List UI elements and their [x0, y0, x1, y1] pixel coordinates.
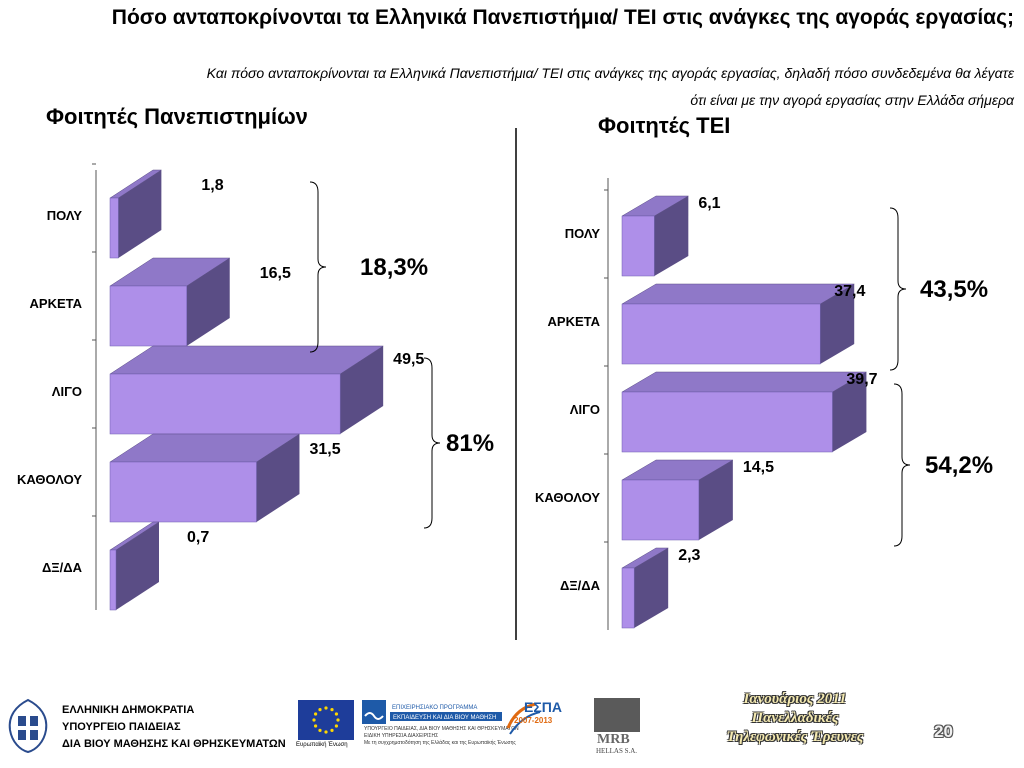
ep-caption: ΥΠΟΥΡΓΕΙΟ ΠΑΙΔΕΙΑΣ, ΔΙΑ ΒΙΟΥ ΜΑΘΗΣΗΣ ΚΑΙ…	[364, 726, 519, 747]
tei-chart: ΠΟΛΥ 6,1 ΑΡΚΕΤΑ 37,4 ΛΙΓΟ 39,7 ΚΑΘΟΛΟΥ 14,5 ΔΞ/Δ…	[535, 178, 993, 630]
group-total-label: 81%	[446, 430, 494, 457]
value-label: 31,5	[309, 441, 340, 458]
ep-caption-line-3: Με τη συγχρηματοδότηση της Ελλάδας και τ…	[364, 740, 516, 746]
group-bracket	[889, 207, 907, 371]
bar-top-2	[621, 283, 856, 305]
value-label: 39,7	[846, 371, 877, 388]
eu-star	[314, 724, 318, 728]
subtitle-line-1: Και πόσο ανταποκρίνονται τα Ελληνικά Παν…	[206, 65, 1014, 81]
bar-5	[109, 549, 117, 611]
group-bracket	[309, 181, 327, 353]
eu-star	[312, 718, 316, 722]
group-total-label: 43,5%	[920, 276, 988, 303]
value-label: 6,1	[698, 195, 720, 212]
bar-4	[621, 479, 700, 541]
bar-side-4	[698, 460, 733, 540]
bar-2	[109, 285, 187, 347]
ministry-block: ΕΛΛΗΝΙΚΗ ΔΗΜΟΚΡΑΤΙΑ ΥΠΟΥΡΓΕΙΟ ΠΑΙΔΕΙΑΣ Δ…	[0, 690, 290, 760]
page-subtitle: Και πόσο ανταποκρίνονται τα Ελληνικά Παν…	[14, 60, 1014, 114]
espa-logo	[506, 702, 541, 735]
university-chart-title: Φοιτητές Πανεπιστημίων	[46, 104, 308, 129]
category-label: ΚΑΘΟΛΟΥ	[17, 472, 82, 487]
eu-star	[318, 708, 322, 712]
ministry-line-1: ΕΛΛΗΝΙΚΗ ΔΗΜΟΚΡΑΤΙΑ	[62, 704, 195, 716]
category-label: ΛΙΓΟ	[52, 384, 82, 399]
mrb-label: MRB	[597, 732, 630, 747]
bar-side-3	[340, 346, 384, 434]
ep-caption-line-2: ΕΙΔΙΚΗ ΥΠΗΡΕΣΙΑ ΔΙΑΧΕΙΡΙΣΗΣ	[364, 733, 439, 739]
eu-star	[336, 718, 340, 722]
bar-side-3	[832, 372, 867, 452]
eu-star	[324, 706, 328, 710]
espa-years: 2007-2013	[514, 716, 553, 725]
value-label: 0,7	[187, 529, 209, 546]
university-chart: ΠΟΛΥ 1,8 ΑΡΚΕΤΑ 16,5 ΛΙΓΟ 49,5 ΚΑΘΟΛΟΥ 31,5 ΔΞ/Δ…	[17, 163, 494, 611]
ep-logo-line-1: ΕΠΙΧΕΙΡΗΣΙΑΚΟ ΠΡΟΓΡΑΜΜΑ	[392, 705, 477, 711]
eu-star	[330, 708, 334, 712]
value-label: 37,4	[834, 283, 865, 300]
eu-star	[334, 712, 338, 716]
page-title: Πόσο ανταποκρίνονται τα Ελληνικά Πανεπισ…	[111, 6, 1014, 29]
mrb-sublabel: HELLAS S.A.	[596, 747, 638, 755]
bar-side-5	[634, 548, 669, 628]
group-bracket	[423, 357, 441, 529]
group-bracket	[893, 383, 911, 547]
eu-flag-logo	[298, 700, 354, 740]
bar-side-1	[654, 196, 689, 276]
eu-star	[330, 728, 334, 732]
eu-stars-icon	[312, 706, 340, 734]
page-number: 20	[934, 722, 953, 741]
eu-caption: Ευρωπαϊκή Ένωση	[296, 742, 348, 748]
ministry-line-3: ΔΙΑ ΒΙΟΥ ΜΑΘΗΣΗΣ ΚΑΙ ΘΡΗΣΚΕΥΜΑΤΩΝ	[62, 738, 286, 750]
eu-star	[314, 712, 318, 716]
espa-label: ΕΣΠΑ	[524, 699, 562, 715]
bar-side-1	[118, 170, 162, 258]
bar-side-5	[116, 522, 159, 610]
category-label: ΑΡΚΕΤΑ	[30, 296, 83, 311]
eu-star	[324, 730, 328, 734]
bar-3	[621, 391, 833, 453]
group-total-label: 18,3%	[360, 254, 428, 281]
category-label: ΠΟΛΥ	[47, 208, 83, 223]
ministry-line-2: ΥΠΟΥΡΓΕΙΟ ΠΑΙΔΕΙΑΣ	[62, 721, 181, 733]
group-total-label: 54,2%	[925, 452, 993, 479]
bar-top-3	[109, 345, 385, 375]
value-label: 14,5	[743, 459, 774, 476]
education-programme-logo: ΕΠΙΧΕΙΡΗΣΙΑΚΟ ΠΡΟΓΡΑΜΜΑ ΕΚΠΑΙΔΕΥΣΗ ΚΑΙ Δ…	[362, 700, 502, 724]
bar-1	[621, 215, 655, 277]
tei-chart-title: Φοιτητές ΤΕΙ	[598, 113, 731, 138]
ep-logo-line-2: ΕΚΠΑΙΔΕΥΣΗ ΚΑΙ ΔΙΑ ΒΙΟΥ ΜΑΘΗΣΗ	[393, 715, 496, 721]
bar-side-2	[186, 258, 230, 346]
category-label: ΑΡΚΕΤΑ	[548, 314, 601, 329]
category-label: ΔΞ/ΔΑ	[560, 578, 601, 593]
value-label: 1,8	[201, 177, 223, 194]
mrb-logo-box	[594, 698, 640, 732]
survey-date: Ιανουάριος 2011	[743, 691, 847, 707]
category-label: ΔΞ/ΔΑ	[42, 560, 83, 575]
bar-1	[109, 197, 119, 259]
bar-2	[621, 303, 821, 365]
category-label: ΚΑΘΟΛΟΥ	[535, 490, 600, 505]
survey-type-line-2: Τηλεφωνικές Έρευνες	[726, 729, 864, 745]
charts-canvas: ΠΟΛΥ 1,8 ΑΡΚΕΤΑ 16,5 ΛΙΓΟ 49,5 ΚΑΘΟΛΟΥ 31,5 ΔΞ/Δ…	[17, 128, 993, 640]
mrb-logo: MRB HELLAS S.A.	[594, 698, 640, 755]
greek-emblem-icon	[8, 698, 48, 754]
bar-5	[621, 567, 635, 629]
value-label: 16,5	[260, 265, 291, 282]
category-label: ΠΟΛΥ	[565, 226, 601, 241]
eu-star	[318, 728, 322, 732]
bar-side-2	[820, 284, 855, 364]
ep-caption-line-1: ΥΠΟΥΡΓΕΙΟ ΠΑΙΔΕΙΑΣ, ΔΙΑ ΒΙΟΥ ΜΑΘΗΣΗΣ ΚΑΙ…	[364, 726, 519, 732]
bar-3	[109, 373, 341, 435]
bar-side-4	[256, 434, 300, 522]
eu-star	[334, 724, 338, 728]
bar-4	[109, 461, 257, 523]
subtitle-line-2: ότι είναι με την αγορά εργασίας στην Ελλ…	[690, 92, 1014, 108]
value-label: 2,3	[678, 547, 700, 564]
category-label: ΛΙΓΟ	[570, 402, 600, 417]
value-label: 49,5	[393, 351, 424, 368]
survey-type-line-1: Πανελλαδικές	[751, 710, 839, 726]
survey-info: Ιανουάριος 2011 Πανελλαδικές Τηλεφωνικές…	[700, 690, 890, 747]
bar-top-3	[621, 371, 868, 393]
